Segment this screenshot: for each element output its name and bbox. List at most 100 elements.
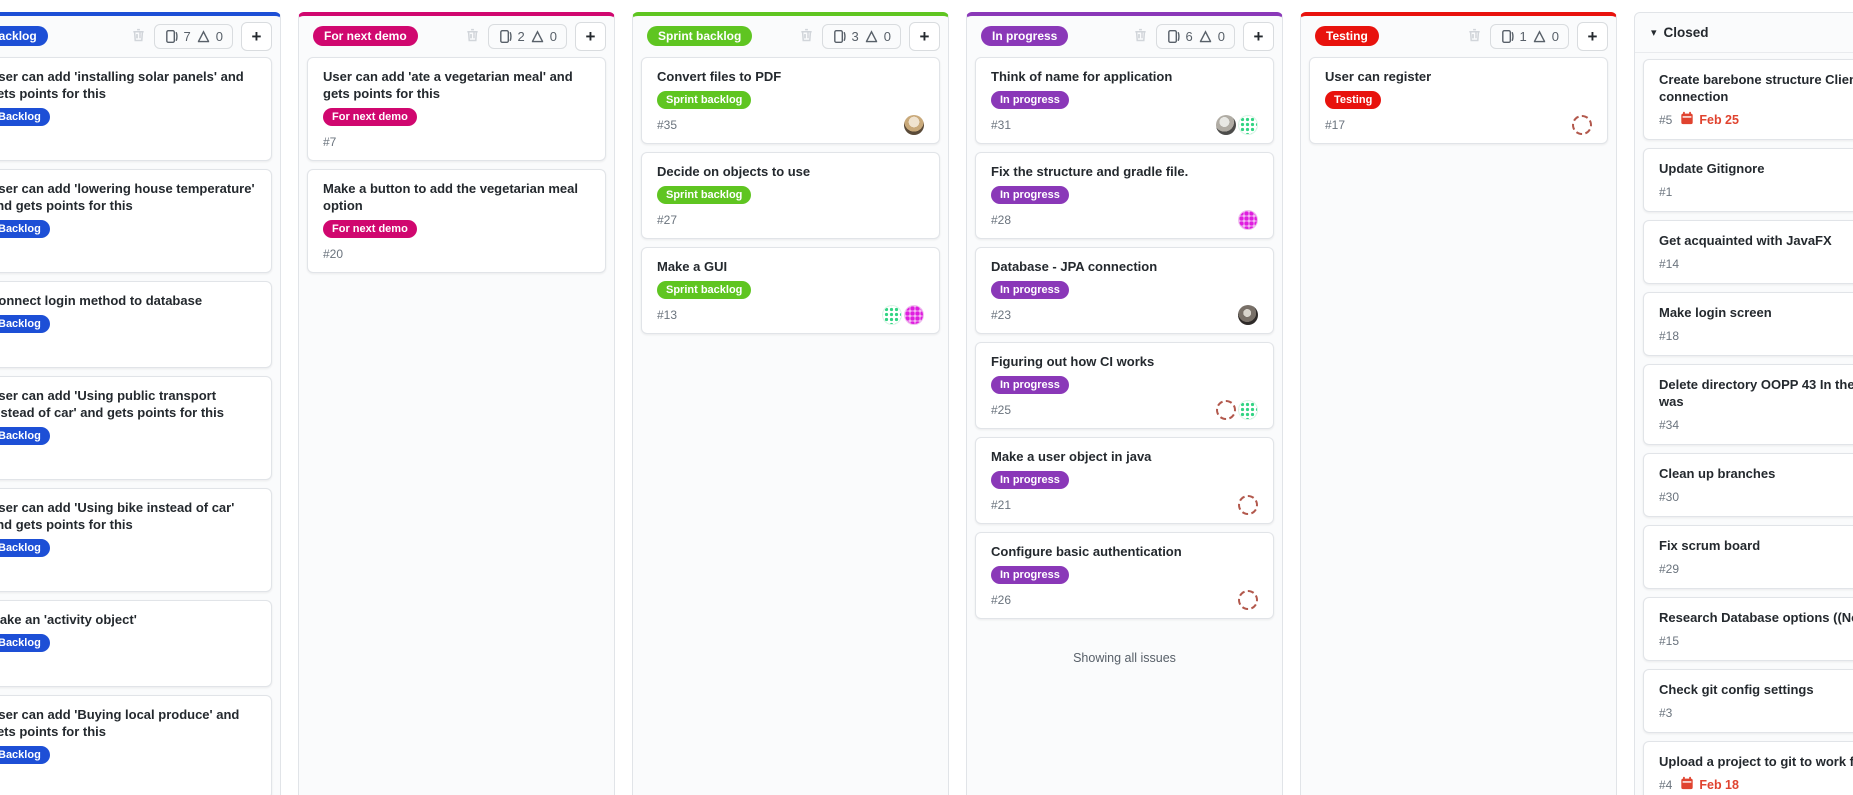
due-date-text: Feb 18 bbox=[1699, 778, 1739, 792]
column-label: Backlog bbox=[0, 26, 48, 46]
card-title: Clean up branches bbox=[1659, 466, 1776, 481]
issue-card[interactable]: Configure basic authentication In progres… bbox=[975, 532, 1274, 619]
issue-number: #17 bbox=[1325, 118, 1346, 132]
assignee-avatars bbox=[1236, 495, 1258, 515]
milestone-icon bbox=[1532, 29, 1547, 44]
issue-card[interactable]: Fix the structure and gradle file. In pro… bbox=[975, 152, 1274, 239]
issue-card[interactable]: User can add 'Buying local produce' and … bbox=[0, 695, 272, 795]
card-title: Make an 'activity object' bbox=[0, 612, 137, 627]
issue-card[interactable]: Database - JPA connection In progress #23 bbox=[975, 247, 1274, 334]
closed-card-list: Create barebone structure Client-Server … bbox=[1635, 53, 1853, 795]
closed-issue-card[interactable]: Make login screen #18 bbox=[1643, 292, 1853, 356]
card-meta: #30 bbox=[1659, 487, 1853, 507]
delete-column-button[interactable] bbox=[799, 27, 814, 46]
calendar-icon bbox=[1680, 776, 1694, 795]
closed-issue-card[interactable]: Delete directory OOPP 43 In the beginnin… bbox=[1643, 364, 1853, 445]
identicon-ring-avatar bbox=[1216, 400, 1236, 420]
card-title: Fix scrum board bbox=[1659, 538, 1761, 553]
card-meta bbox=[0, 132, 256, 152]
closed-issue-card[interactable]: Clean up branches #30 bbox=[1643, 453, 1853, 517]
issue-card[interactable]: User can add 'ate a vegetarian meal' and… bbox=[307, 57, 606, 161]
identicon-green-avatar bbox=[882, 305, 902, 325]
add-card-button[interactable]: + bbox=[575, 21, 606, 51]
issue-card[interactable]: Make a button to add the vegetarian meal… bbox=[307, 169, 606, 273]
closed-issue-card[interactable]: Upload a project to git to work from #4 Fe… bbox=[1643, 741, 1853, 795]
card-label: Sprint backlog bbox=[657, 186, 752, 204]
card-labels: Testing bbox=[1325, 90, 1592, 109]
due-date: Feb 18 bbox=[1680, 776, 1739, 795]
card-meta: #35 bbox=[657, 115, 924, 135]
issue-card[interactable]: User can add 'installing solar panels' a… bbox=[0, 57, 272, 161]
card-labels: Backlog bbox=[0, 538, 256, 557]
issue-card[interactable]: Figuring out how CI works In progress #25 bbox=[975, 342, 1274, 429]
card-label: For next demo bbox=[323, 108, 417, 126]
issue-card[interactable]: Make an 'activity object' Backlog bbox=[0, 600, 272, 687]
issue-card[interactable]: User can add 'Using bike instead of car'… bbox=[0, 488, 272, 592]
issue-number: #13 bbox=[657, 308, 678, 322]
card-list: User can add 'ate a vegetarian meal' and… bbox=[299, 56, 614, 289]
issue-card[interactable]: User can register Testing #17 bbox=[1309, 57, 1608, 144]
issue-card[interactable]: Decide on objects to use Sprint backlog #2… bbox=[641, 152, 940, 239]
add-card-button[interactable]: + bbox=[909, 21, 940, 51]
card-label: Backlog bbox=[0, 746, 50, 764]
column-sprint-backlog: Sprint backlog 3 0 + Convert files to PDF Spr… bbox=[632, 12, 949, 795]
column-label: In progress bbox=[981, 26, 1069, 46]
card-title: Check git config settings bbox=[1659, 682, 1814, 697]
issue-icon bbox=[832, 29, 847, 44]
issue-card[interactable]: Convert files to PDF Sprint backlog #35 bbox=[641, 57, 940, 144]
pr-count: 0 bbox=[549, 28, 557, 44]
card-labels: In progress bbox=[991, 565, 1258, 584]
column-header-actions: 6 0 + bbox=[1133, 21, 1274, 51]
assignee-avatars bbox=[1236, 590, 1258, 610]
card-meta: #14 bbox=[1659, 254, 1853, 274]
assignee-avatars bbox=[1570, 115, 1592, 135]
card-label: In progress bbox=[991, 376, 1069, 394]
issue-card[interactable]: User can add 'Using public transport ins… bbox=[0, 376, 272, 480]
issue-card[interactable]: User can add 'lowering house temperature… bbox=[0, 169, 272, 273]
column-header-actions: 1 0 + bbox=[1467, 21, 1608, 51]
closed-issue-card[interactable]: Research Database options ((No)SQL?) #15 bbox=[1643, 597, 1853, 661]
column-header: Backlog70+ bbox=[0, 16, 280, 56]
closed-column-toggle[interactable]: ▾ Closed bbox=[1635, 13, 1853, 53]
card-labels: Backlog bbox=[0, 426, 256, 445]
assignee-avatars bbox=[1214, 400, 1258, 420]
card-title: Connect login method to database bbox=[0, 293, 203, 308]
assignee-avatars bbox=[1236, 305, 1258, 325]
pr-count: 0 bbox=[883, 28, 891, 44]
issue-card[interactable]: Make a user object in java In progress #21 bbox=[975, 437, 1274, 524]
card-title: Fix the structure and gradle file. bbox=[991, 164, 1189, 179]
card-meta: #23 bbox=[991, 305, 1258, 325]
closed-issue-card[interactable]: Update Gitignore #1 bbox=[1643, 148, 1853, 212]
assignee-avatars bbox=[1214, 115, 1258, 135]
add-card-button[interactable]: + bbox=[241, 21, 272, 51]
column-in-progress: In progress 6 0 + Think of name for applicat… bbox=[966, 12, 1283, 795]
card-meta: #18 bbox=[1659, 326, 1853, 346]
add-card-button[interactable]: + bbox=[1577, 21, 1608, 51]
issue-icon bbox=[498, 29, 513, 44]
issue-number: #31 bbox=[991, 118, 1012, 132]
closed-issue-card[interactable]: Get acquainted with JavaFX #14 bbox=[1643, 220, 1853, 284]
due-date-text: Feb 25 bbox=[1699, 113, 1739, 127]
closed-issue-card[interactable]: Fix scrum board #29 bbox=[1643, 525, 1853, 589]
card-title: User can add 'installing solar panels' a… bbox=[0, 69, 244, 101]
delete-column-button[interactable] bbox=[131, 27, 146, 46]
delete-column-button[interactable] bbox=[1133, 27, 1148, 46]
closed-issue-card[interactable]: Create barebone structure Client-Server … bbox=[1643, 59, 1853, 140]
issue-card[interactable]: Connect login method to database Backlog bbox=[0, 281, 272, 368]
issue-card[interactable]: Make a GUI Sprint backlog #13 bbox=[641, 247, 940, 334]
issue-number: #23 bbox=[991, 308, 1012, 322]
column-for-next-demo: For next demo 2 0 + User can add 'ate a vege… bbox=[298, 12, 615, 795]
add-card-button[interactable]: + bbox=[1243, 21, 1274, 51]
identicon-ring-avatar bbox=[1238, 590, 1258, 610]
card-list: User can register Testing #17 bbox=[1301, 56, 1616, 160]
column-backlog: Backlog70+ User can add 'installing solar… bbox=[0, 12, 281, 795]
delete-column-button[interactable] bbox=[465, 27, 480, 46]
column-header: For next demo 2 0 + bbox=[299, 16, 614, 56]
card-label: In progress bbox=[991, 186, 1069, 204]
issue-card[interactable]: Think of name for application In progress… bbox=[975, 57, 1274, 144]
closed-issue-card[interactable]: Check git config settings #3 bbox=[1643, 669, 1853, 733]
delete-column-button[interactable] bbox=[1467, 27, 1482, 46]
trash-icon bbox=[131, 27, 146, 46]
